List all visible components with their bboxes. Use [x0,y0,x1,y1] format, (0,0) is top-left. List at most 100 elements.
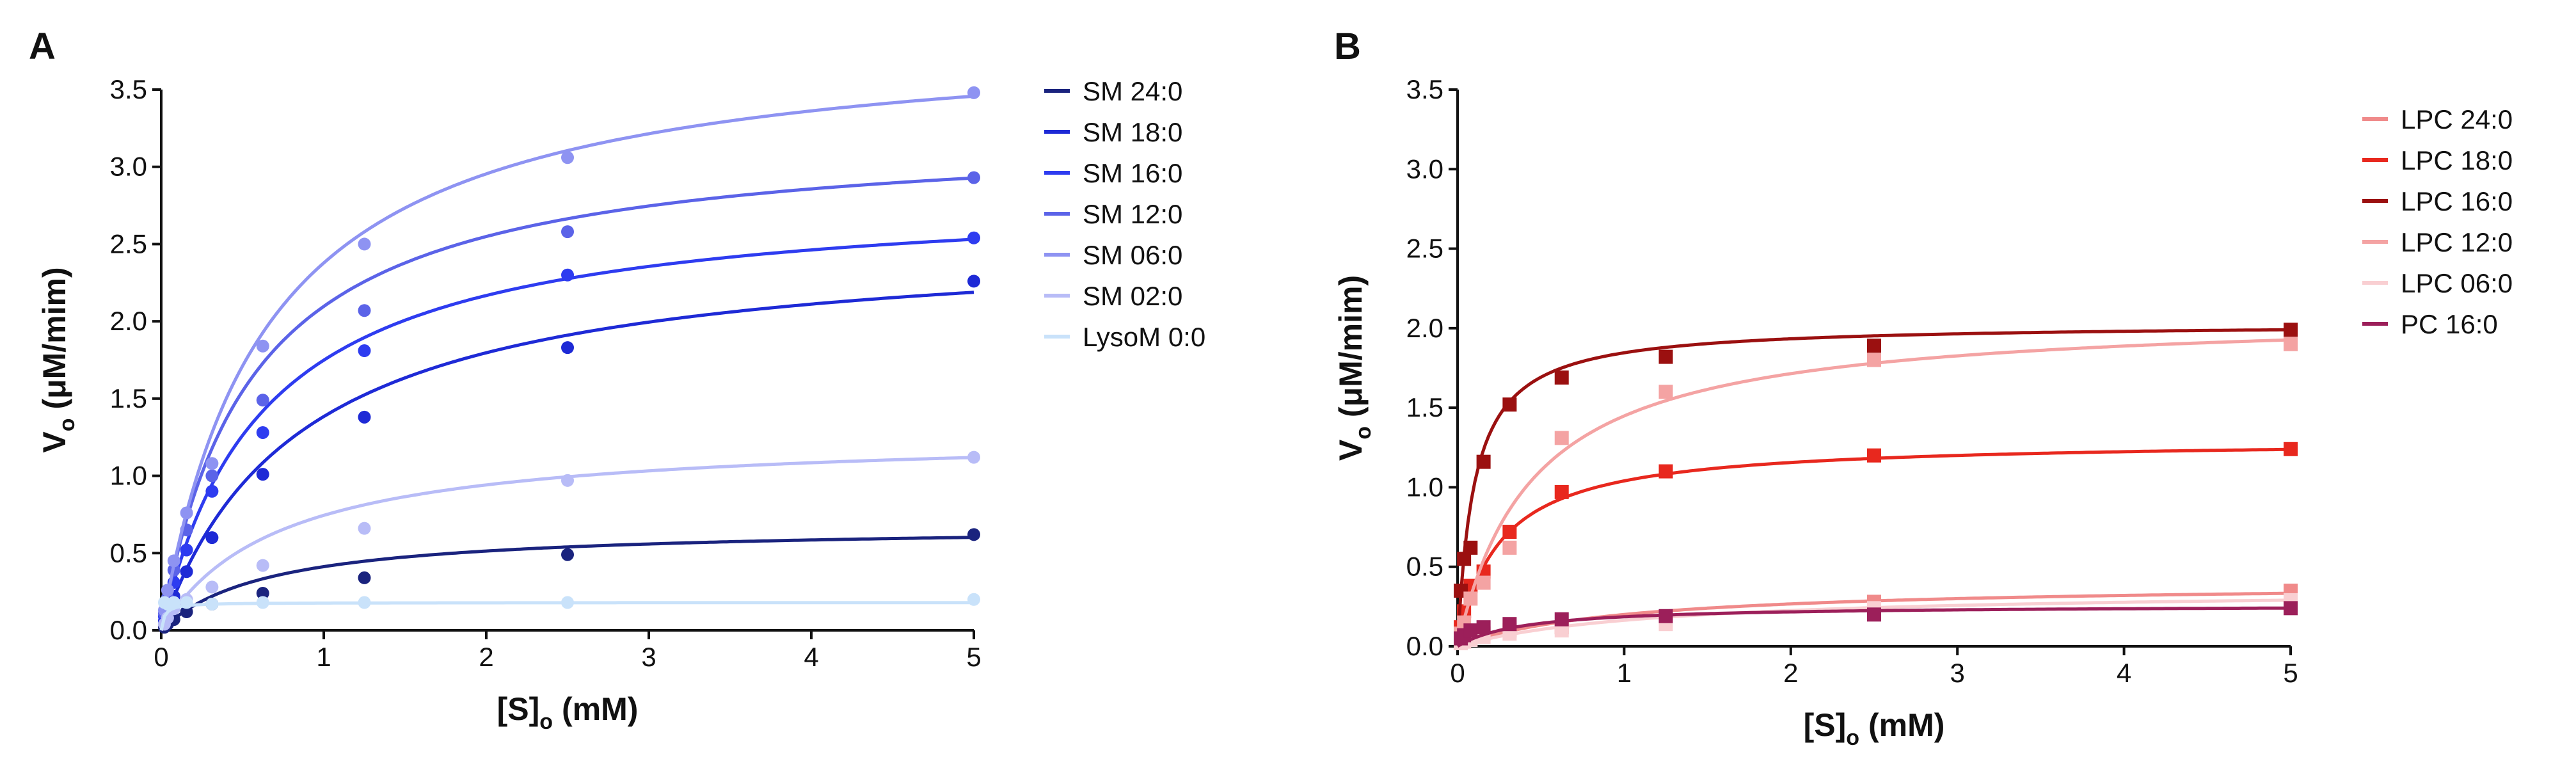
data-point [1502,617,1517,632]
y-axis-title-main: V [36,431,72,453]
x-axis-title-sub: o [1846,726,1859,750]
data-point [1463,623,1478,638]
panel-b: B0 1 2 3 4 50.00.51.01.52.02.53.03.5[S]o (mM)… [1333,26,2513,750]
panel-a: A0 1 2 3 4 50.00.51.01.52.02.53.03.5[S]o (mM)… [29,26,1205,734]
y-tick-label: 0.5 [110,538,147,568]
data-point [967,528,980,541]
data-point [180,565,193,579]
data-point [561,341,574,355]
data-point [205,597,219,610]
data-point [967,275,980,288]
legend-item: SM 24:0 [1044,76,1182,106]
fit-curve-sm-16-0 [159,237,974,631]
x-tick-label: 3 [1950,658,1965,688]
data-point [1658,464,1673,479]
data-point [205,580,219,594]
legend-item: SM 06:0 [1044,240,1182,270]
data-point [967,231,980,244]
data-point [1502,540,1517,555]
y-tick-label: 3.5 [110,74,147,104]
data-point [1502,525,1517,539]
fit-curve-sm-24-0 [160,536,974,632]
legend-label: LPC 18:0 [2401,145,2513,175]
fit-curve-sm-18-0 [159,291,974,631]
data-point [561,151,574,164]
y-tick-label: 1.5 [110,383,147,413]
y-tick-label: 2.0 [110,306,147,336]
legend-label: SM 16:0 [1083,158,1182,188]
data-point [256,596,269,609]
data-point [180,543,193,557]
x-axis-title-main: [S] [1804,707,1847,743]
legend-label: SM 18:0 [1083,117,1182,147]
x-tick-label: 2 [1783,658,1798,688]
x-axis-title: [S]o (mM) [497,691,639,734]
y-tick-label: 2.5 [110,228,147,259]
data-point [1658,385,1673,399]
y-axis-title: Vo (μM/mim) [1333,275,1376,461]
data-point [256,468,269,481]
fit-curve-lpc-16-0 [1456,328,2291,647]
data-point [1554,484,1569,499]
data-point [1463,540,1478,555]
data-point [2284,323,2298,337]
panel-letter: A [29,26,56,67]
data-point [1476,454,1491,469]
series-lpc-06-0 [1454,593,2298,651]
legend-label: LPC 12:0 [2401,227,2513,257]
legend-label: LysoM 0:0 [1083,322,1205,352]
data-point [358,522,371,535]
data-point [1463,591,1478,606]
data-point [180,596,193,609]
data-point [205,469,219,483]
legend-label: SM 02:0 [1083,281,1182,311]
data-point [1867,448,1881,463]
legend-item: SM 18:0 [1044,117,1182,147]
data-point [1867,607,1881,622]
legend-label: SM 12:0 [1083,199,1182,229]
y-tick-label: 1.0 [1406,472,1443,502]
legend-item: SM 02:0 [1044,281,1182,311]
x-axis-title-sub: o [539,710,553,734]
data-point [205,484,219,498]
series-sm-02-0 [157,451,980,632]
data-point [561,474,574,487]
legend-label: SM 06:0 [1083,240,1182,270]
data-point [161,584,174,597]
data-point [967,86,980,99]
legend-label: SM 24:0 [1083,76,1182,106]
y-axis-title-unit: (μM/mim) [1333,275,1369,426]
data-point [256,394,269,407]
data-point [967,171,980,184]
data-point [167,554,180,568]
x-axis-title-unit: (mM) [553,691,638,727]
y-axis-title-main: V [1333,439,1369,461]
y-tick-label: 2.5 [1406,234,1443,264]
legend-item: SM 12:0 [1044,199,1182,229]
data-point [967,451,980,464]
legend-item: LPC 24:0 [2362,104,2513,134]
x-tick-label: 5 [966,642,981,672]
data-point [1457,552,1472,566]
series-lpc-16-0 [1454,323,2298,647]
data-point [358,596,371,609]
y-tick-label: 3.5 [1406,74,1443,104]
legend: LPC 24:0 LPC 18:0 LPC 16:0 LPC 12:0 LPC 06:0… [2362,104,2513,339]
data-point [967,593,980,606]
x-tick-label: 0 [154,642,168,672]
data-point [1554,623,1569,638]
data-point [1554,370,1569,385]
data-point [561,596,574,609]
y-tick-label: 2.0 [1406,313,1443,343]
data-point [561,268,574,282]
data-point [358,304,371,317]
data-point [256,559,269,572]
y-axis-title-sub: o [1351,426,1376,440]
y-tick-label: 0.0 [1406,631,1443,661]
legend-label: LPC 16:0 [2401,186,2513,216]
data-point [256,339,269,353]
fit-curve-sm-06-0 [159,94,974,631]
series-pc-16-0 [1454,601,2298,648]
legend: SM 24:0 SM 18:0 SM 16:0 SM 12:0 SM 06:0 SM 02… [1044,76,1205,352]
